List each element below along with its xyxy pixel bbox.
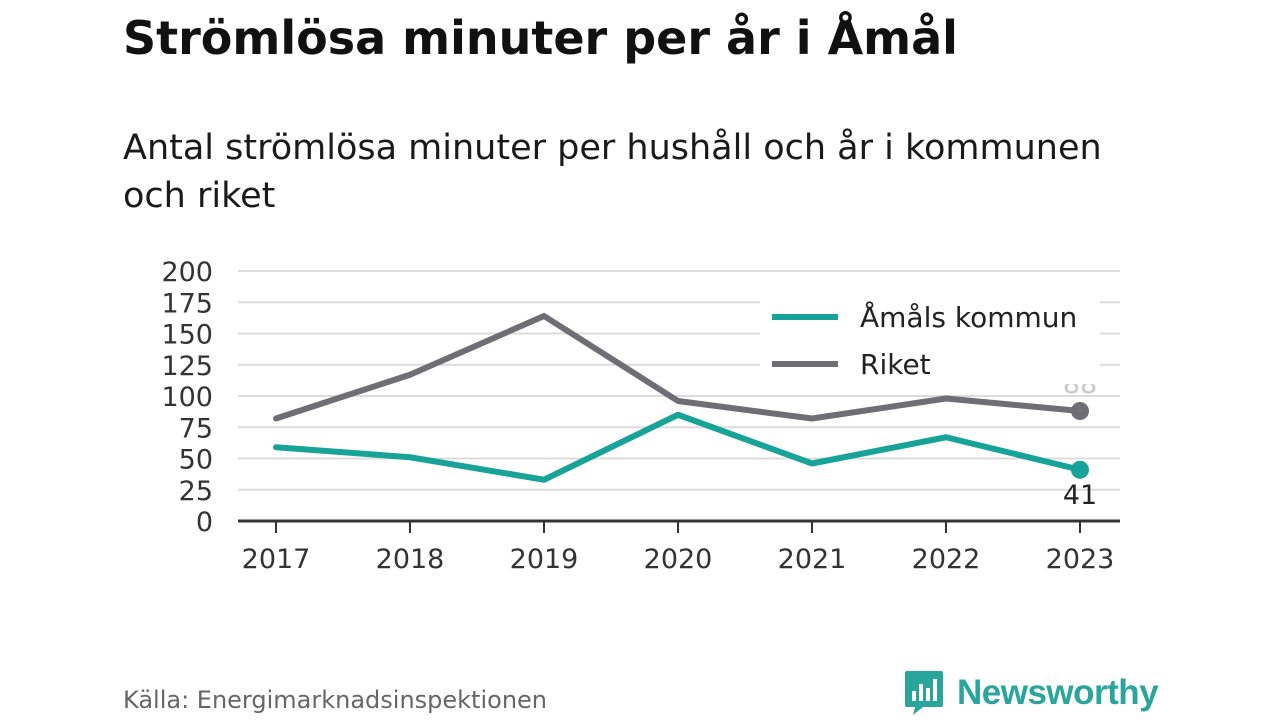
chart-title: Strömlösa minuter per år i Åmål — [123, 11, 958, 65]
end-point-marker — [1071, 460, 1089, 479]
x-tick-label: 2019 — [510, 544, 579, 575]
y-tick-label: 175 — [161, 288, 213, 319]
brand-logo: Newsworthy — [903, 668, 1159, 718]
y-tick-label: 25 — [179, 476, 213, 507]
legend-label: Riket — [860, 348, 931, 381]
legend-background — [760, 294, 1100, 384]
y-tick-label: 75 — [179, 413, 213, 444]
y-tick-label: 150 — [161, 320, 213, 351]
y-tick-label: 125 — [161, 351, 213, 382]
legend-label: Åmåls kommun — [860, 300, 1077, 334]
legend: Åmåls kommun Riket — [760, 294, 1100, 384]
chart-subtitle: Antal strömlösa minuter per hushåll och … — [123, 128, 1102, 216]
x-axis: 2017 2018 2019 2020 2021 2022 2023 — [238, 519, 1120, 575]
series-line — [273, 313, 1083, 422]
series-line — [273, 411, 1083, 483]
newsworthy-logo-icon — [905, 671, 943, 715]
end-point-marker — [1071, 402, 1089, 420]
y-tick-label: 0 — [196, 507, 213, 538]
source-note: Källa: Energimarknadsinspektionen — [123, 686, 548, 714]
y-tick-label: 50 — [179, 445, 213, 476]
x-tick-label: 2022 — [912, 544, 981, 575]
x-tick-label: 2023 — [1046, 544, 1115, 575]
x-tick-label: 2018 — [376, 544, 445, 575]
y-tick-label: 200 — [161, 257, 213, 288]
brand-name: Newsworthy — [957, 673, 1159, 712]
end-value-label: 41 — [1063, 480, 1097, 511]
x-tick-label: 2017 — [242, 544, 311, 575]
y-tick-label: 100 — [161, 382, 213, 413]
x-tick-label: 2020 — [644, 544, 713, 575]
x-tick-label: 2021 — [778, 544, 847, 575]
